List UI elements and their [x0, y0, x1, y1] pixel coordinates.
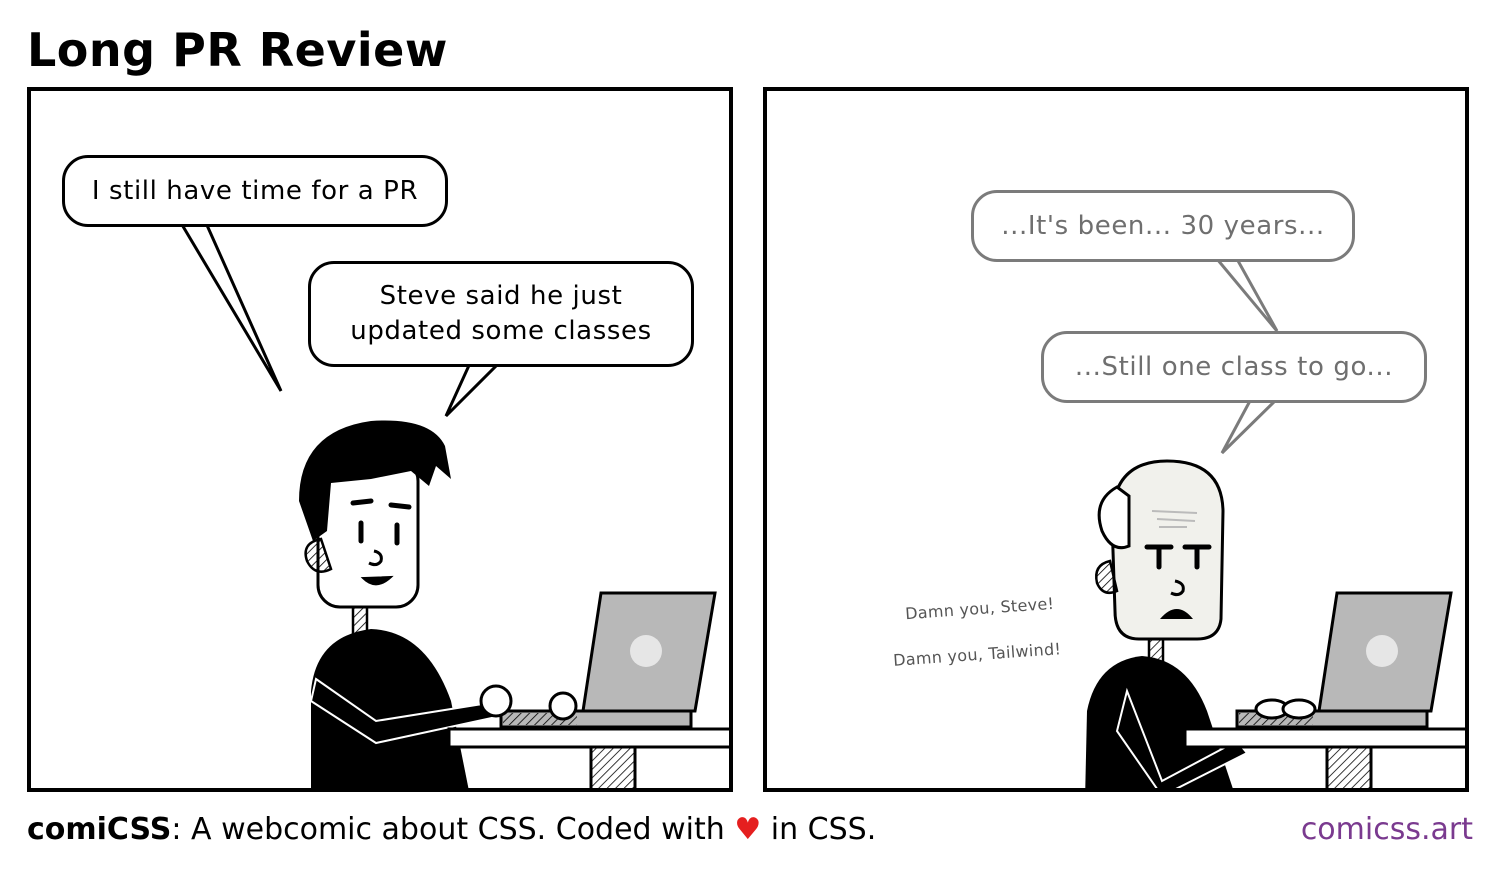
speech-bubble-2-text: Steve said he just updated some classes	[335, 279, 667, 349]
speech-bubble-1: I still have time for a PR	[62, 155, 448, 227]
speech-bubble-3-text: ...It's been... 30 years...	[1001, 209, 1325, 244]
eyebrow	[391, 505, 409, 507]
bubble-tail	[446, 361, 501, 416]
site-link[interactable]: comicss.art	[1301, 808, 1473, 852]
brand-name: comiCSS	[27, 812, 171, 847]
desk-leg	[591, 747, 635, 792]
hand	[550, 693, 576, 719]
tagline-text-end: in CSS.	[761, 812, 876, 847]
comic-panel-1: I still have time for a PR Steve said he…	[27, 87, 733, 792]
eyebrow	[353, 501, 371, 503]
speech-bubble-2: Steve said he just updated some classes	[308, 261, 694, 367]
speech-bubble-1-text: I still have time for a PR	[92, 174, 418, 209]
hand	[1283, 700, 1315, 718]
comic-title: Long PR Review	[27, 22, 448, 78]
bubble-tail	[1217, 259, 1277, 331]
speech-bubble-3: ...It's been... 30 years...	[971, 190, 1355, 262]
desk-top	[1185, 729, 1469, 747]
hair-tuft	[1099, 487, 1129, 548]
hand	[481, 686, 511, 716]
neck	[353, 605, 367, 641]
speech-bubble-4-text: ...Still one class to go...	[1075, 350, 1393, 385]
footer-tagline: comiCSS: A webcomic about CSS. Coded wit…	[27, 808, 876, 852]
heart-icon: ♥	[734, 812, 761, 847]
torso	[1085, 656, 1237, 792]
laptop-logo	[1366, 635, 1398, 667]
tagline-text: : A webcomic about CSS. Coded with	[171, 812, 734, 847]
speech-bubble-4: ...Still one class to go...	[1041, 331, 1427, 403]
bubble-tail	[1222, 399, 1277, 453]
bubble-tail	[181, 223, 281, 391]
laptop-logo	[630, 635, 662, 667]
desk-top	[449, 729, 733, 747]
desk-leg	[1327, 747, 1371, 792]
comic-panel-2: ...It's been... 30 years... ...Still one…	[763, 87, 1469, 792]
